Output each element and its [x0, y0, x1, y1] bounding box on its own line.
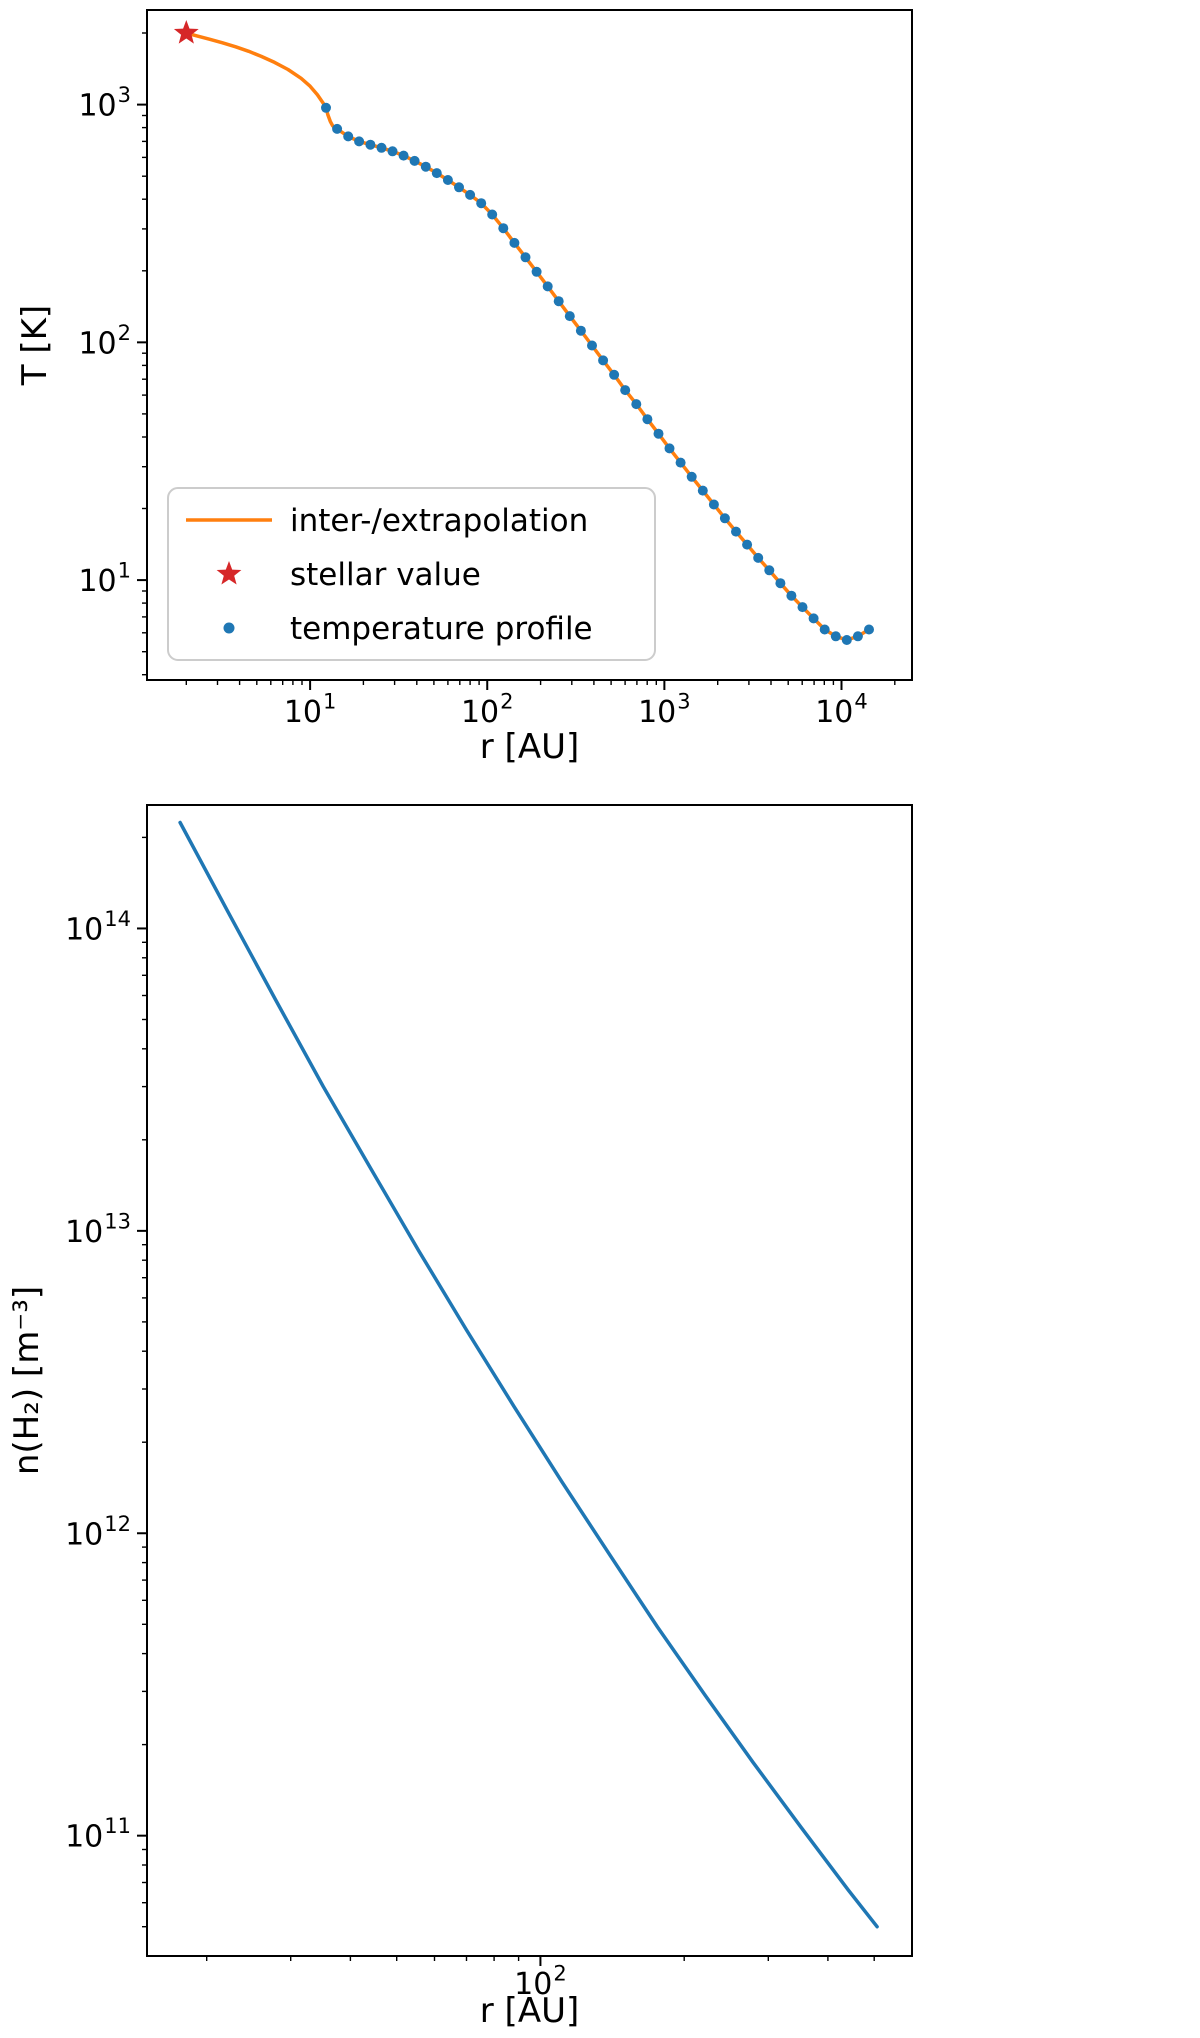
data-point [631, 399, 642, 410]
y-axis-label: T [K] [15, 305, 55, 386]
data-point [764, 565, 775, 576]
data-point [454, 182, 464, 193]
legend-label: inter-/extrapolation [290, 503, 588, 539]
data-point [686, 471, 697, 482]
data-point [420, 161, 431, 172]
data-point [321, 102, 331, 113]
data-point [587, 340, 597, 351]
data-point [442, 175, 453, 185]
plot-frame [146, 9, 913, 681]
legend-label: stellar value [290, 557, 481, 593]
data-point [719, 513, 730, 524]
data-point [487, 209, 498, 220]
data-point [819, 624, 830, 635]
data-point [398, 150, 409, 161]
data-point [642, 414, 653, 425]
y-tick-label: 102 [78, 321, 131, 362]
x-tick-label: 103 [638, 690, 691, 731]
legend-dot-sample [223, 622, 235, 634]
data-point [354, 136, 365, 147]
data-point [564, 311, 575, 322]
y-tick-label: 101 [78, 559, 131, 600]
data-point [731, 526, 741, 537]
data-point [498, 223, 509, 234]
data-point [742, 539, 753, 550]
legend-box [167, 487, 656, 661]
data-point [376, 142, 387, 153]
temperature-chart: 101 102 103 104 101 102 103 r [AU] T [K] inter-/e… [15, 9, 913, 767]
data-point [575, 325, 586, 336]
data-point [708, 499, 719, 510]
data-point [775, 578, 786, 589]
data-point [808, 613, 819, 624]
stellar-value-marker [173, 20, 199, 44]
data-point [365, 139, 376, 150]
y-tick-label: 103 [78, 83, 131, 124]
y-tick-label: 1011 [65, 1814, 131, 1855]
temperature-profile-dots [321, 102, 874, 645]
y-tick-label: 1013 [65, 1209, 131, 1250]
data-point [476, 198, 487, 209]
data-point [465, 189, 476, 200]
x-tick-label: 102 [514, 1962, 567, 2003]
legend-label: temperature profile [290, 611, 593, 647]
x-tick-label: 101 [284, 690, 337, 731]
data-point [531, 266, 542, 277]
density-profile-line [178, 820, 879, 1929]
data-point [797, 602, 808, 613]
data-point [653, 428, 664, 439]
data-point [697, 485, 708, 496]
data-point [841, 635, 852, 645]
data-point [852, 631, 863, 642]
y-tick-label: 1012 [65, 1512, 131, 1553]
data-point [753, 552, 764, 563]
data-point [598, 355, 609, 366]
data-point [864, 624, 874, 635]
data-point [553, 296, 564, 307]
data-point [542, 281, 553, 292]
density-chart: 102 1011 1012 1013 1014 r [AU] n(H₂) [m⁻³] [7, 804, 913, 2031]
data-point [431, 168, 442, 179]
x-tick-label: 102 [461, 690, 514, 731]
x-axis-label: r [AU] [480, 727, 579, 767]
data-point [830, 631, 841, 642]
y-tick-label: 1014 [65, 907, 131, 948]
data-point [675, 457, 686, 468]
data-point [520, 252, 531, 263]
x-tick-label: 104 [815, 690, 868, 731]
y-axis-label: n(H₂) [m⁻³] [7, 1286, 47, 1475]
data-point [786, 590, 797, 601]
data-point [409, 155, 420, 166]
data-point [609, 369, 620, 380]
x-axis-label: r [AU] [480, 1991, 579, 2031]
data-point [620, 385, 631, 396]
data-point [343, 131, 354, 142]
legend-star-sample [216, 561, 242, 585]
data-point [387, 146, 398, 157]
data-point [509, 237, 520, 248]
legend: inter-/extrapolation stellar value tempera… [167, 487, 656, 661]
plot-frame [146, 804, 913, 1957]
data-point [332, 123, 343, 134]
data-point [664, 443, 675, 454]
